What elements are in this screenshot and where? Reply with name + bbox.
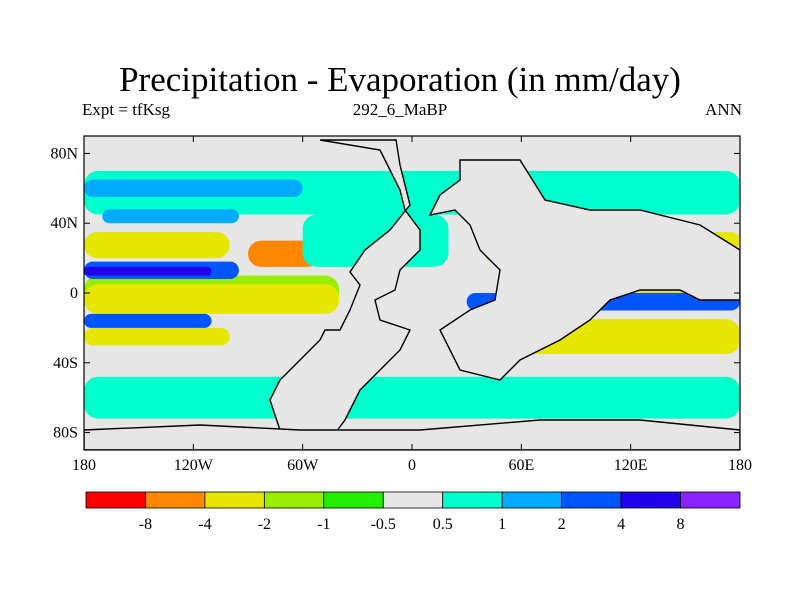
colorbar-label-3: -1: [317, 516, 330, 533]
x-tick-label-2: 60W: [287, 457, 319, 474]
field-region-10: [84, 313, 212, 328]
colorbar-bin-7: [501, 491, 563, 509]
colorbar-bin-3: [263, 491, 325, 509]
colorbar-label-0: -8: [139, 516, 152, 533]
experiment-label: Expt = tfKsg: [82, 100, 170, 119]
landmass-afro-eurasia: [428, 159, 740, 381]
x-tick-label-3: 0: [408, 457, 416, 474]
run-label: 292_6_MaBP: [352, 100, 448, 119]
colorbar-bin-2: [204, 491, 265, 509]
colorbar-bin-9: [620, 491, 681, 509]
colorbar-bin-1: [145, 491, 206, 509]
colorbar-label-4: -0.5: [371, 516, 396, 533]
field-region-9: [84, 327, 230, 346]
colorbar-label-5: 0.5: [433, 516, 453, 533]
x-tick-label-4: 60E: [508, 457, 534, 474]
colorbar-label-7: 2: [558, 516, 566, 533]
field-region-1: [84, 179, 303, 198]
colorbar-label-9: 8: [677, 516, 685, 533]
colorbar-bin-8: [561, 491, 622, 509]
x-tick-label-0: 180: [72, 457, 96, 474]
field-region-3: [84, 231, 230, 259]
map-title: Precipitation - Evaporation (in mm/day): [119, 60, 681, 99]
colorbar-bin-0: [85, 491, 146, 509]
field-region-5: [84, 284, 340, 314]
colorbar-bin-6: [442, 491, 503, 509]
y-tick-label-1: 40N: [50, 215, 78, 232]
landmass-antarctic: [84, 419, 740, 450]
colorbar-label-8: 4: [617, 516, 625, 533]
x-tick-label-1: 120W: [174, 457, 214, 474]
y-tick-label-0: 80N: [50, 145, 78, 162]
field-region-8: [84, 266, 212, 276]
y-tick-label-4: 80S: [53, 425, 78, 442]
field-region-11: [84, 376, 740, 419]
colorbar-label-1: -4: [198, 516, 211, 533]
coastline-layer: [84, 139, 740, 450]
x-axis: 180 120W 60W 0 60E 120E 180: [72, 136, 752, 474]
x-tick-label-6: 180: [728, 457, 752, 474]
colorbar-bin-10: [680, 491, 741, 509]
colorbar-bin-5: [382, 491, 444, 509]
field-region-2: [102, 209, 239, 224]
y-tick-label-3: 40S: [53, 355, 78, 372]
colorbar-label-6: 1: [498, 516, 506, 533]
colorbar-bin-4: [323, 491, 384, 509]
y-axis: 80N 40N 0 40S 80S: [50, 145, 740, 442]
colorbar: -8 -4 -2 -1 -0.5 0.5 1 2 4 8: [85, 491, 741, 533]
y-tick-label-2: 0: [70, 285, 78, 302]
x-tick-label-5: 120E: [614, 457, 648, 474]
season-label: ANN: [705, 100, 742, 119]
colorbar-label-2: -2: [258, 516, 271, 533]
